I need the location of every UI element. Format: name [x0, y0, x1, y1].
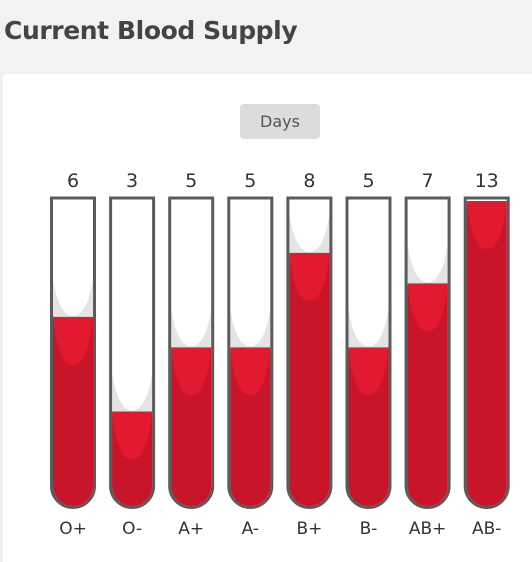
tube-A-: 5 A-	[227, 170, 274, 539]
tube-outline	[109, 196, 156, 509]
blood-shade	[230, 348, 271, 506]
tube-outline	[168, 196, 215, 509]
value-label-B+: 8	[303, 170, 315, 192]
blood-shade	[53, 317, 93, 506]
blood-shade	[466, 202, 507, 506]
tube-outline	[227, 196, 274, 509]
days-unit-badge: Days	[240, 104, 320, 139]
meniscus-shadow	[171, 309, 212, 348]
category-label-AB-: AB-	[472, 519, 501, 539]
blood-shade	[407, 284, 448, 506]
tube-AB-: 13 AB-	[463, 170, 510, 539]
value-label-A-: 5	[244, 170, 256, 192]
blood-shade	[289, 253, 330, 506]
meniscus-shadow	[112, 373, 153, 412]
value-label-AB-: 13	[475, 170, 499, 192]
value-label-AB+: 7	[422, 170, 434, 192]
category-label-A+: A+	[178, 519, 204, 539]
blood-shade	[348, 348, 389, 506]
blood-shade	[171, 348, 212, 506]
meniscus-shadow	[53, 278, 93, 317]
value-label-B-: 5	[362, 170, 374, 192]
tube-outline	[286, 196, 333, 509]
tube-O+: 6 O+	[50, 170, 96, 539]
category-label-B-: B-	[360, 519, 378, 539]
meniscus-shadow	[348, 309, 389, 348]
category-label-AB+: AB+	[409, 519, 447, 539]
tube-B-: 5 B-	[345, 170, 392, 539]
meniscus-shadow	[289, 214, 330, 253]
category-label-O-: O-	[122, 519, 142, 539]
category-label-B+: B+	[296, 519, 322, 539]
value-label-O+: 6	[67, 170, 79, 192]
value-label-A+: 5	[185, 170, 197, 192]
blood-supply-chart: 6 O+ 3 O- 5 A+ 5 A- 8 B+ 5 B- 7 AB+ 13 AB-	[50, 170, 510, 539]
tube-outline	[50, 196, 96, 509]
tube-A+: 5 A+	[168, 170, 215, 539]
meniscus-shadow	[407, 245, 448, 284]
tube-outline	[463, 196, 510, 509]
tube-outline	[404, 196, 451, 509]
category-label-A-: A-	[242, 519, 259, 539]
tube-O-: 3 O-	[109, 170, 156, 539]
tube-AB+: 7 AB+	[404, 170, 451, 539]
blood-shade	[112, 412, 153, 506]
value-label-O-: 3	[126, 170, 138, 192]
page-title: Current Blood Supply	[4, 16, 298, 45]
category-label-O+: O+	[59, 519, 87, 539]
tube-B+: 8 B+	[286, 170, 333, 539]
blood-supply-card: Days 6 O+ 3 O- 5 A+ 5 A- 8 B+ 5 B- 7 AB+ 13 AB-	[3, 74, 532, 562]
meniscus-shadow	[230, 309, 271, 348]
tube-outline	[345, 196, 392, 509]
